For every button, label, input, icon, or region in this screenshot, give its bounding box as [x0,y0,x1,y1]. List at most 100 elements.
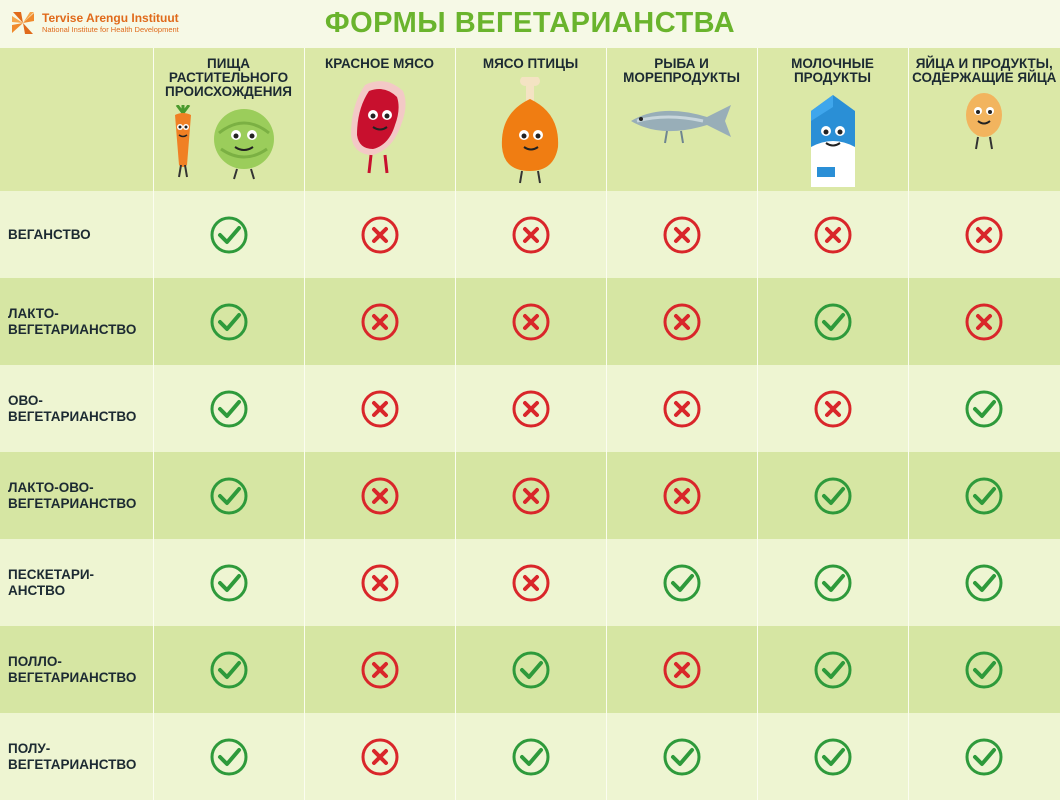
check-icon [964,737,1004,777]
vegetarianism-table: ПИЩА РАСТИТЕЛЬНОГО ПРОИСХОЖДЕНИЯ [0,48,1060,800]
check-icon [511,650,551,690]
cross-icon [662,476,702,516]
cross-icon [813,389,853,429]
corner-cell [0,48,153,191]
cross-icon [360,650,400,690]
check-icon [813,476,853,516]
table-cell [606,452,757,539]
table-cell [455,365,606,452]
column-header: ПИЩА РАСТИТЕЛЬНОГО ПРОИСХОЖДЕНИЯ [153,48,304,191]
table-cell [908,626,1060,713]
table-cell [908,539,1060,626]
table-row: ЛАКТО-ОВО-ВЕГЕТАРИАНСТВО [0,452,1060,539]
column-title: ЯЙЦА И ПРОДУКТЫ, СОДЕРЖАЩИЕ ЯЙЦА [909,48,1060,85]
table-cell [757,191,908,278]
cross-icon [662,215,702,255]
table-cell [304,713,455,800]
check-icon [813,302,853,342]
check-icon [511,737,551,777]
cross-icon [360,737,400,777]
table-cell [153,626,304,713]
table-row: ОВО-ВЕГЕТАРИАНСТВО [0,365,1060,452]
table-cell [606,278,757,365]
cross-icon [662,389,702,429]
check-icon [662,737,702,777]
cross-icon [511,302,551,342]
table-cell [606,626,757,713]
cross-icon [511,215,551,255]
table-cell [304,191,455,278]
table-cell [153,539,304,626]
cross-icon [662,302,702,342]
cross-icon [360,563,400,603]
table-cell [153,278,304,365]
table-cell [908,191,1060,278]
column-title: РЫБА И МОРЕПРОДУКТЫ [607,48,757,85]
check-icon [964,563,1004,603]
table-row: ВЕГАНСТВО [0,191,1060,278]
check-icon [209,389,249,429]
table-cell [153,713,304,800]
check-icon [209,563,249,603]
table-cell [908,278,1060,365]
table-row: ПЕСКЕТАРИ-АНСТВО [0,539,1060,626]
table-cell [304,278,455,365]
cross-icon [511,389,551,429]
table-cell [908,452,1060,539]
table-cell [153,191,304,278]
cross-icon [813,215,853,255]
table-cell [908,713,1060,800]
table-cell [606,713,757,800]
table-cell [757,365,908,452]
table-cell [455,539,606,626]
check-icon [209,476,249,516]
table-cell [153,365,304,452]
check-icon [209,650,249,690]
column-header: КРАСНОЕ МЯСО [304,48,455,191]
check-icon [813,563,853,603]
header-row: ПИЩА РАСТИТЕЛЬНОГО ПРОИСХОЖДЕНИЯ [0,48,1060,191]
cross-icon [360,215,400,255]
table-cell [757,713,908,800]
chicken-leg-icon [496,77,566,187]
table-cell [455,626,606,713]
table-row: ПОЛЛО-ВЕГЕТАРИАНСТВО [0,626,1060,713]
check-icon [209,737,249,777]
table-cell [757,626,908,713]
table-cell [153,452,304,539]
column-title: МЯСО ПТИЦЫ [456,48,606,71]
table-cell [606,191,757,278]
table-cell [304,539,455,626]
column-header: МЯСО ПТИЦЫ [455,48,606,191]
cross-icon [360,389,400,429]
cross-icon [511,476,551,516]
check-icon [662,563,702,603]
row-label: ПОЛЛО-ВЕГЕТАРИАНСТВО [0,626,153,713]
red-meat-icon [345,77,415,177]
cross-icon [964,215,1004,255]
table-cell [757,539,908,626]
table-cell [908,365,1060,452]
table-cell [455,278,606,365]
row-label: ОВО-ВЕГЕТАРИАНСТВО [0,365,153,452]
check-icon [209,302,249,342]
table-cell [455,452,606,539]
row-label: ВЕГАНСТВО [0,191,153,278]
row-label: ЛАКТО-ВЕГЕТАРИАНСТВО [0,278,153,365]
row-label: ПЕСКЕТАРИ-АНСТВО [0,539,153,626]
egg-icon [959,91,1009,153]
cross-icon [360,302,400,342]
column-title: ПИЩА РАСТИТЕЛЬНОГО ПРОИСХОЖДЕНИЯ [154,48,304,99]
table-cell [606,539,757,626]
check-icon [813,650,853,690]
check-icon [813,737,853,777]
table-cell [606,365,757,452]
table-cell [455,191,606,278]
carrot-cabbage-icon [169,105,289,181]
table-cell [757,278,908,365]
column-header: ЯЙЦА И ПРОДУКТЫ, СОДЕРЖАЩИЕ ЯЙЦА [908,48,1060,191]
table-cell [455,713,606,800]
column-header: МОЛОЧНЫЕ ПРОДУКТЫ [757,48,908,191]
column-header: РЫБА И МОРЕПРОДУКТЫ [606,48,757,191]
page-title: ФОРМЫ ВЕГЕТАРИАНСТВА [0,7,1060,40]
